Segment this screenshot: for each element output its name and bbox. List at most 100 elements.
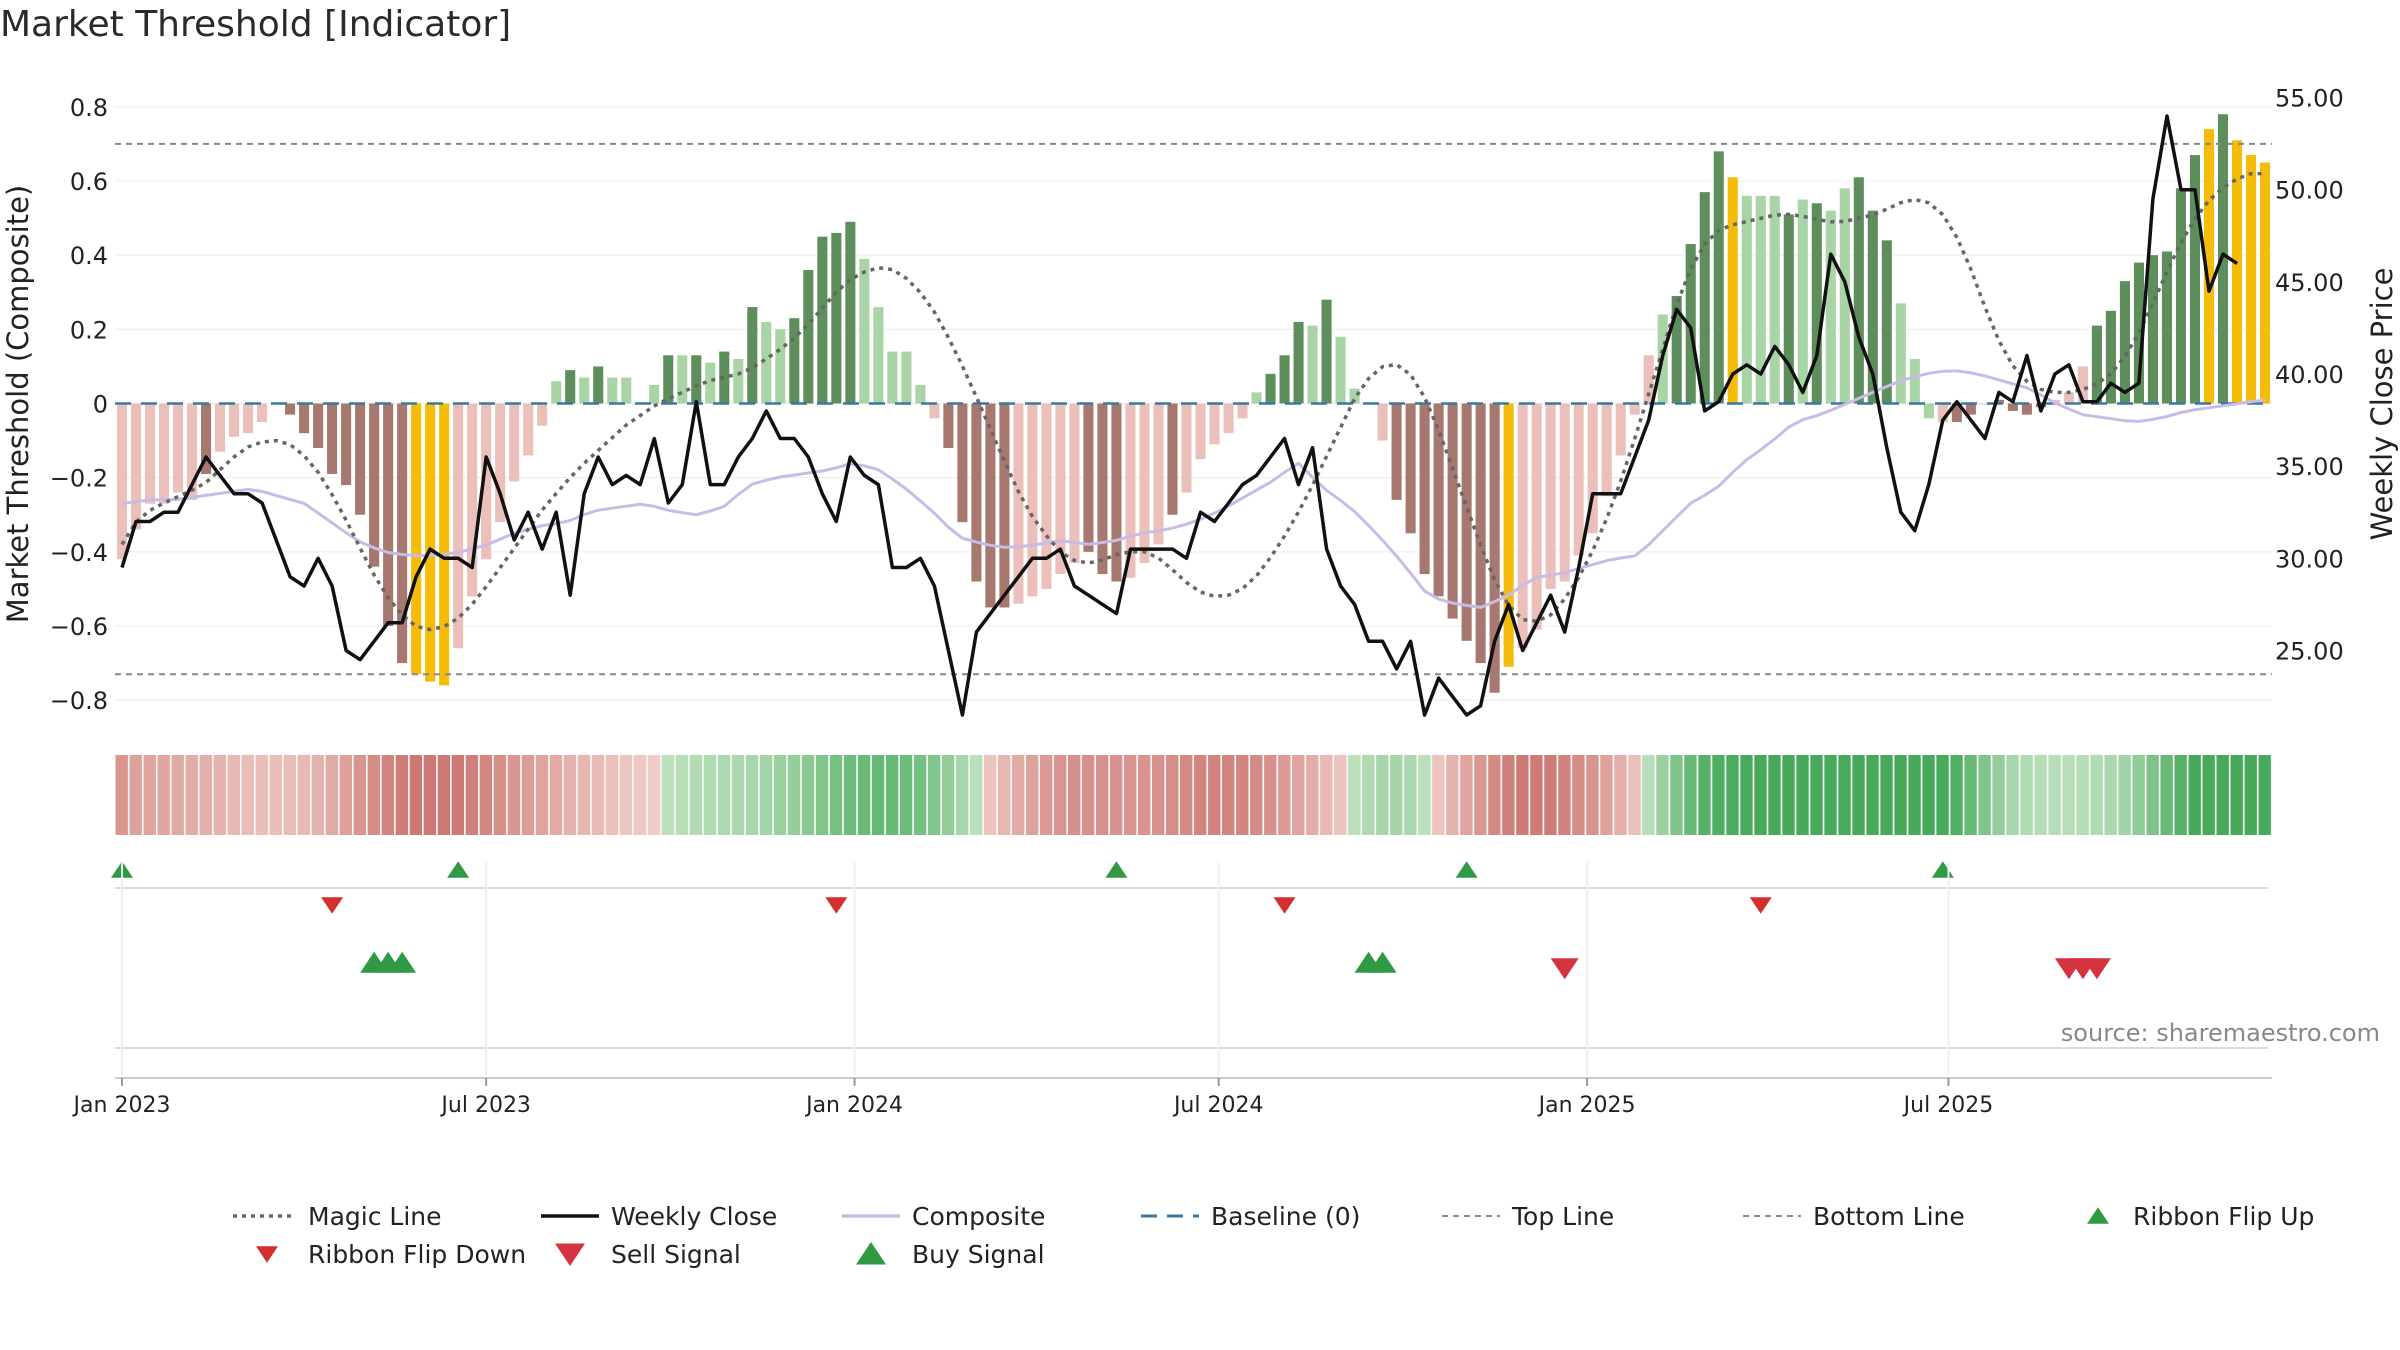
y2-tick-label: 35.00	[2275, 453, 2344, 481]
composite-bar	[1377, 403, 1388, 441]
ribbon-cell	[1852, 755, 1865, 835]
composite-bar	[1125, 403, 1136, 578]
composite-bar	[1629, 403, 1640, 415]
composite-bar	[453, 403, 464, 649]
ribbon-cell	[787, 755, 801, 835]
ribbon-cell	[241, 755, 254, 835]
ribbon-cell	[115, 755, 128, 835]
composite-bar	[355, 403, 366, 515]
composite-bar	[1279, 355, 1290, 404]
ribbon-cell	[773, 755, 787, 835]
y-tick-label: −0.6	[50, 613, 108, 641]
composite-bar	[957, 403, 968, 523]
composite-bar	[1517, 403, 1528, 649]
ribbon-cell	[1488, 755, 1501, 835]
composite-bar	[2077, 366, 2088, 404]
legend-label: Composite	[912, 1202, 1045, 1231]
ribbon-cell	[1712, 755, 1725, 835]
x-tick-label: Jan 2025	[1537, 1093, 1636, 1118]
ribbon-flip-up-marker	[1931, 861, 1954, 878]
composite-bar	[733, 359, 744, 404]
ribbon-cell	[1152, 755, 1165, 835]
ribbon-cell	[311, 755, 324, 835]
ribbon-cell	[1950, 755, 1963, 835]
composite-bar	[607, 377, 618, 404]
composite-bar	[1447, 403, 1458, 619]
legend-label: Ribbon Flip Down	[308, 1240, 526, 1269]
sell-signal-marker	[1550, 958, 1579, 980]
composite-bar	[158, 403, 170, 504]
ribbon-cell	[1698, 755, 1711, 835]
ribbon-cell	[549, 755, 563, 835]
composite-bar	[1965, 403, 1976, 415]
y2-tick-label: 40.00	[2275, 361, 2344, 389]
ribbon-cell	[1600, 755, 1613, 835]
ribbon-cell	[2090, 755, 2103, 835]
composite-bar	[747, 307, 758, 404]
composite-bar	[719, 351, 730, 404]
legend-swatch	[856, 1242, 886, 1265]
composite-bar	[172, 403, 184, 493]
ribbon-cell	[1068, 755, 1081, 835]
ribbon-cell	[647, 755, 661, 835]
composite-bar	[761, 321, 772, 404]
composite-bar	[705, 362, 716, 404]
composite-bar	[677, 355, 688, 404]
ribbon-cell	[829, 755, 843, 835]
composite-bar	[621, 377, 632, 404]
ribbon-cell	[171, 755, 184, 835]
ribbon-cell	[1418, 755, 1431, 835]
ribbon-cell	[1082, 755, 1095, 835]
ribbon-cell	[1180, 755, 1193, 835]
composite-bar	[299, 403, 310, 434]
composite-bar	[2007, 403, 2018, 411]
y2-tick-label: 30.00	[2275, 545, 2344, 573]
reference-lines	[115, 142, 2272, 676]
legend-label: Weekly Close	[611, 1202, 777, 1231]
composite-bar	[1671, 295, 1682, 404]
composite-bar	[1027, 403, 1038, 597]
ribbon-cell	[2258, 755, 2271, 835]
composite-bar	[2189, 155, 2201, 404]
ribbon-cell	[1684, 755, 1697, 835]
composite-bar	[1251, 392, 1262, 404]
composite-bar	[1881, 240, 1892, 404]
composite-bar	[285, 403, 296, 415]
composite-bar	[1475, 403, 1486, 664]
composite-bar	[831, 232, 842, 404]
legend-label: Top Line	[1511, 1202, 1614, 1231]
ribbon-cell	[941, 755, 955, 835]
composite-bar	[1685, 244, 1696, 404]
ribbon-cell	[1376, 755, 1389, 835]
ribbon-cell	[885, 755, 899, 835]
ribbon-cell	[521, 755, 535, 835]
y2-axis-label: Weekly Close Price	[2365, 268, 2399, 541]
composite-bar	[327, 403, 338, 474]
composite-bar	[537, 403, 548, 426]
composite-bar	[341, 403, 352, 486]
composite-bar	[1727, 177, 1738, 404]
legend-label: Ribbon Flip Up	[2133, 1202, 2314, 1231]
ribbon-cell	[437, 755, 451, 835]
composite-bar	[2259, 162, 2271, 404]
source-credit: source: sharemaestro.com	[2061, 1019, 2380, 1047]
composite-bar	[1349, 388, 1360, 404]
ribbon-cell	[1572, 755, 1585, 835]
composite-bar	[509, 403, 520, 482]
ribbon-cell	[1614, 755, 1627, 835]
composite-bar	[1769, 195, 1780, 404]
y-tick-label: −0.4	[50, 539, 108, 567]
composite-bar	[1601, 403, 1612, 497]
composite-bar	[593, 366, 604, 404]
ribbon-cell	[1124, 755, 1137, 835]
buy-signal-marker	[1368, 951, 1397, 973]
chart-title: Market Threshold [Indicator]	[0, 4, 512, 45]
ribbon-cell	[1838, 755, 1851, 835]
ribbon-cell	[1306, 755, 1319, 835]
x-tick-label: Jul 2025	[1902, 1093, 1994, 1118]
composite-bar	[1307, 325, 1318, 404]
ribbon-cell	[1025, 755, 1039, 835]
ribbon-cell	[1866, 755, 1879, 835]
ribbon-cell	[1782, 755, 1795, 835]
composite-bar	[1139, 403, 1150, 563]
